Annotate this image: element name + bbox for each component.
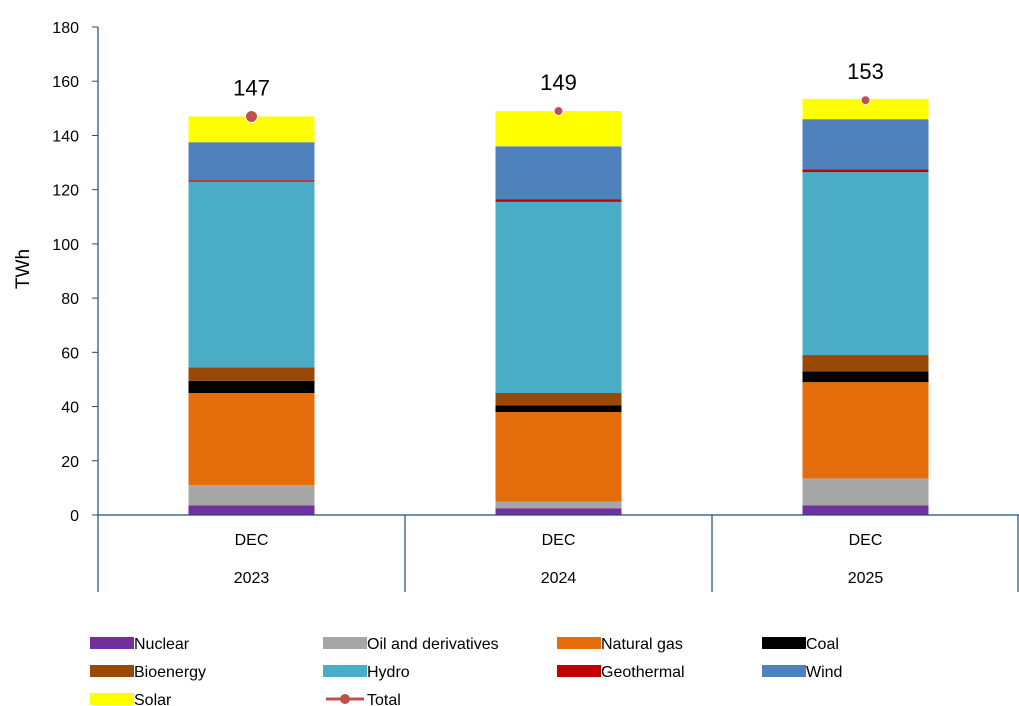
bar-segment-coal-2023 <box>188 380 315 393</box>
y-axis-title: TWh <box>13 249 34 289</box>
bar-segment-solar-2025 <box>802 98 929 120</box>
legend-swatch-nuclear <box>90 637 134 649</box>
y-tick-label: 140 <box>52 128 79 145</box>
bar-segment-natural-gas-2023 <box>188 393 315 486</box>
y-tick-label: 60 <box>61 345 79 362</box>
legend-swatch-geothermal <box>557 665 601 677</box>
bar-segment-nuclear-2025 <box>802 505 929 515</box>
x-tick-label-month: DEC <box>235 532 269 549</box>
legend-swatch-coal <box>762 637 806 649</box>
y-axis: 0 20 40 60 80 100 120 140 160 180 <box>52 20 99 525</box>
total-markers: 147 149 153 <box>233 59 884 123</box>
bar-segment-wind-2023 <box>188 142 315 181</box>
legend-swatch-natural-gas <box>557 637 601 649</box>
bar-segment-coal-2024 <box>495 405 622 412</box>
bar-segment-bioenergy-2023 <box>188 367 315 381</box>
legend-marker-total <box>340 694 350 704</box>
legend-label-oil-and-derivatives: Oil and derivatives <box>367 636 499 653</box>
x-tick-label-year: 2023 <box>234 570 270 587</box>
x-axis: DEC 2023 DEC 2024 DEC 2025 <box>97 514 1019 592</box>
legend-label-total: Total <box>367 692 401 706</box>
total-data-label: 153 <box>847 59 884 84</box>
bar-segment-hydro-2024 <box>495 201 622 393</box>
legend-label-coal: Coal <box>806 636 839 653</box>
total-marker-2025 <box>860 95 871 106</box>
legend-label-bioenergy: Bioenergy <box>134 664 206 681</box>
y-tick-label: 100 <box>52 237 79 254</box>
legend: Nuclear Oil and derivatives Natural gas Coa… <box>90 636 842 706</box>
legend-label-natural-gas: Natural gas <box>601 636 683 653</box>
bar-segment-nuclear-2023 <box>188 505 315 515</box>
y-tick-label: 120 <box>52 183 79 200</box>
bars <box>188 98 929 515</box>
legend-label-nuclear: Nuclear <box>134 636 190 653</box>
legend-label-solar: Solar <box>134 692 172 706</box>
bar-segment-oil-and-derivatives-2023 <box>188 485 315 506</box>
bar-segment-natural-gas-2024 <box>495 411 622 502</box>
legend-swatch-hydro <box>323 665 367 677</box>
total-marker-2024 <box>553 106 564 117</box>
legend-label-hydro: Hydro <box>367 664 410 681</box>
bar-segment-oil-and-derivatives-2024 <box>495 501 622 509</box>
bar-segment-oil-and-derivatives-2025 <box>802 478 929 506</box>
legend-swatch-oil-and-derivatives <box>323 637 367 649</box>
total-marker-2023 <box>245 109 258 123</box>
y-tick-label: 180 <box>52 20 79 37</box>
legend-label-geothermal: Geothermal <box>601 664 685 681</box>
bar-segment-solar-2024 <box>495 111 622 147</box>
bar-segment-coal-2025 <box>802 371 929 383</box>
total-data-label: 149 <box>540 70 577 95</box>
legend-swatch-wind <box>762 665 806 677</box>
legend-swatch-bioenergy <box>90 665 134 677</box>
bar-segment-nuclear-2024 <box>495 508 622 515</box>
bar-segment-wind-2024 <box>495 146 622 200</box>
x-tick-label-year: 2025 <box>848 570 884 587</box>
legend-label-wind: Wind <box>806 664 842 681</box>
y-tick-label: 40 <box>61 400 79 417</box>
x-tick-label-year: 2024 <box>541 570 577 587</box>
x-tick-label-month: DEC <box>849 532 883 549</box>
y-tick-label: 20 <box>61 454 79 471</box>
x-tick-label-month: DEC <box>542 532 576 549</box>
bar-segment-bioenergy-2024 <box>495 393 622 406</box>
bar-segment-geothermal-2025 <box>802 169 929 173</box>
bar-segment-geothermal-2024 <box>495 199 622 202</box>
bar-segment-hydro-2023 <box>188 181 315 368</box>
bar-segment-bioenergy-2025 <box>802 355 929 372</box>
bar-segment-wind-2025 <box>802 119 929 170</box>
total-data-label: 147 <box>233 75 270 100</box>
y-tick-label: 160 <box>52 74 79 91</box>
y-tick-label: 0 <box>70 508 79 525</box>
legend-swatch-solar <box>90 693 134 705</box>
bar-segment-geothermal-2023 <box>188 180 315 182</box>
y-tick-label: 80 <box>61 291 79 308</box>
bar-segment-hydro-2025 <box>802 172 929 356</box>
bar-segment-natural-gas-2025 <box>802 382 929 479</box>
